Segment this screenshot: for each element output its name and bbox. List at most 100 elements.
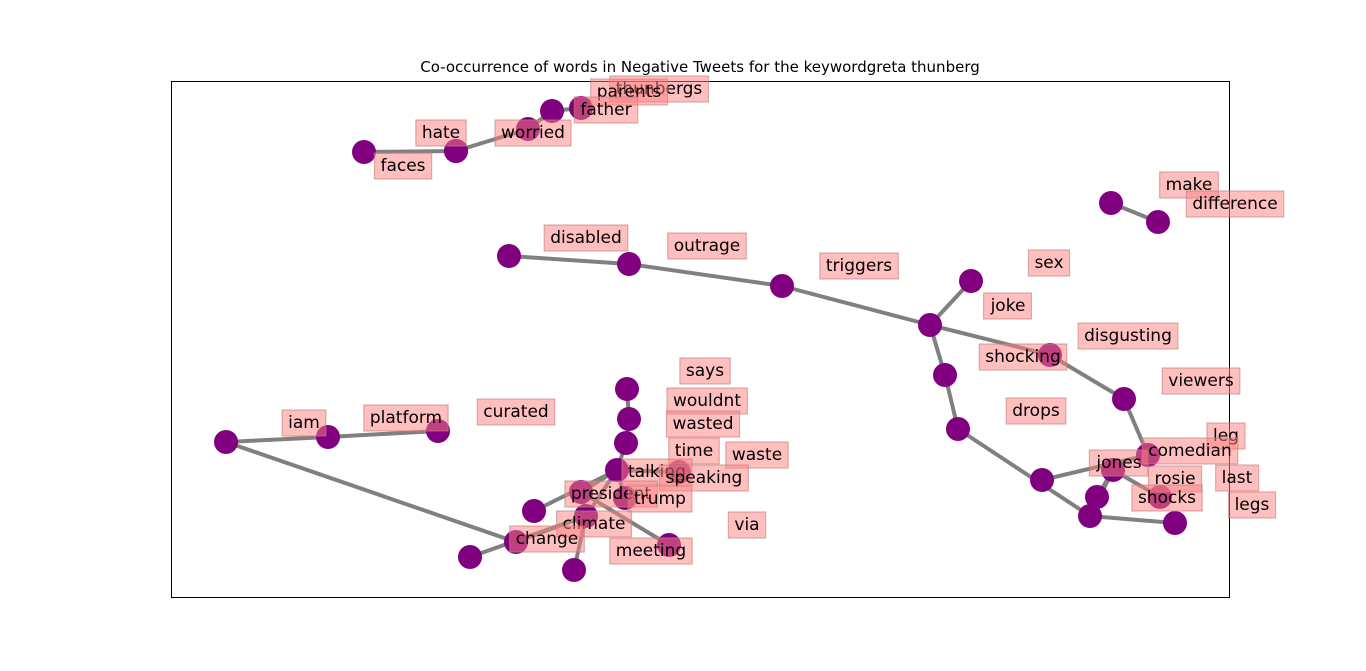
node-wouldnt bbox=[617, 407, 641, 431]
label-text-difference: difference bbox=[1192, 194, 1277, 214]
label-text-faces: faces bbox=[380, 156, 425, 176]
label-text-make: make bbox=[1166, 175, 1213, 195]
edge-triggers-joke bbox=[780, 284, 932, 327]
label-text-last: last bbox=[1222, 468, 1253, 488]
node-parents bbox=[540, 99, 564, 123]
label-text-joke: joke bbox=[990, 296, 1026, 316]
label-text-wouldnt: wouldnt bbox=[673, 391, 741, 411]
label-disabled: disabled bbox=[543, 224, 629, 252]
label-via: via bbox=[727, 511, 767, 539]
edges-layer bbox=[224, 106, 1177, 572]
label-box-worried bbox=[494, 119, 572, 147]
label-text-shocks: shocks bbox=[1138, 488, 1196, 508]
node-difference bbox=[1146, 210, 1170, 234]
label-jones: jones bbox=[1088, 449, 1149, 477]
labels-layer: thunbergsparentsfatherhateworriedfacesma… bbox=[281, 75, 1285, 565]
edge-rosie-last bbox=[1088, 514, 1177, 525]
edge-change-curated bbox=[224, 440, 518, 544]
label-text-worried: worried bbox=[501, 123, 565, 143]
label-text-time: time bbox=[675, 441, 713, 461]
figure-title: Co-occurrence of words in Negative Tweet… bbox=[420, 58, 980, 76]
node-wasted bbox=[614, 431, 638, 455]
label-father: father bbox=[573, 96, 639, 124]
label-worried: worried bbox=[494, 119, 572, 147]
node-disgusting bbox=[1112, 387, 1136, 411]
label-text-rosie: rosie bbox=[1154, 469, 1195, 489]
node-says bbox=[615, 377, 639, 401]
label-trump: trump bbox=[627, 485, 693, 513]
label-text-father: father bbox=[580, 100, 631, 120]
label-text-says: says bbox=[686, 361, 724, 381]
label-box-joke bbox=[982, 292, 1033, 320]
label-box-says bbox=[679, 357, 731, 385]
label-joke: joke bbox=[982, 292, 1033, 320]
node-make bbox=[1099, 191, 1123, 215]
label-text-trump: trump bbox=[634, 489, 686, 509]
node-rosie bbox=[1078, 504, 1102, 528]
label-text-curated: curated bbox=[483, 402, 548, 422]
label-box-iam bbox=[281, 409, 327, 437]
label-triggers: triggers bbox=[819, 252, 899, 280]
label-box-jones bbox=[1088, 449, 1149, 477]
label-box-waste bbox=[725, 441, 789, 469]
label-change: change bbox=[509, 525, 585, 553]
label-box-last bbox=[1215, 464, 1260, 492]
label-iam: iam bbox=[281, 409, 327, 437]
label-waste: waste bbox=[725, 441, 789, 469]
label-text-disabled: disabled bbox=[550, 228, 622, 248]
edge-leg-rosie bbox=[956, 427, 1092, 518]
node-triggers bbox=[770, 274, 794, 298]
node-drops bbox=[933, 363, 957, 387]
label-box-legs bbox=[1227, 491, 1277, 519]
label-disgusting: disgusting bbox=[1077, 322, 1179, 350]
label-box-sex bbox=[1027, 249, 1071, 277]
node-leg bbox=[946, 417, 970, 441]
label-platform: platform bbox=[363, 404, 449, 432]
label-box-difference bbox=[1185, 190, 1285, 218]
label-box-hate bbox=[415, 119, 467, 147]
label-text-legs: legs bbox=[1235, 495, 1270, 515]
node-via bbox=[562, 558, 586, 582]
node-disabled bbox=[497, 244, 521, 268]
label-box-trump bbox=[627, 485, 693, 513]
label-wouldnt: wouldnt bbox=[666, 387, 748, 415]
label-text-hate: hate bbox=[422, 123, 460, 143]
label-box-via bbox=[727, 511, 767, 539]
label-box-platform bbox=[363, 404, 449, 432]
label-box-drops bbox=[1005, 397, 1067, 425]
label-box-change bbox=[509, 525, 585, 553]
label-text-jones: jones bbox=[1095, 453, 1141, 473]
label-box-curated bbox=[476, 398, 556, 426]
label-text-triggers: triggers bbox=[826, 256, 892, 276]
label-text-comedian: comedian bbox=[1148, 441, 1231, 461]
label-wasted: wasted bbox=[665, 410, 741, 438]
label-shocks: shocks bbox=[1131, 484, 1203, 512]
node-comedian bbox=[1030, 468, 1054, 492]
label-text-change: change bbox=[516, 529, 579, 549]
label-box-outrage bbox=[667, 232, 747, 260]
node-sex bbox=[959, 269, 983, 293]
node-jones bbox=[1085, 485, 1109, 509]
node-outrage bbox=[617, 252, 641, 276]
label-text-iam: iam bbox=[288, 413, 320, 433]
edge-iam-curated bbox=[224, 435, 330, 444]
label-box-wouldnt bbox=[666, 387, 748, 415]
label-time: time bbox=[668, 437, 720, 465]
label-text-speaking: speaking bbox=[666, 468, 743, 488]
label-text-disgusting: disgusting bbox=[1084, 326, 1172, 346]
label-curated: curated bbox=[476, 398, 556, 426]
label-comedian: comedian bbox=[1141, 437, 1239, 465]
edge-iam-platform bbox=[326, 429, 440, 439]
label-text-waste: waste bbox=[732, 445, 782, 465]
label-text-drops: drops bbox=[1012, 401, 1060, 421]
label-meeting: meeting bbox=[609, 537, 693, 565]
label-shocking: shocking bbox=[978, 343, 1068, 371]
label-box-triggers bbox=[819, 252, 899, 280]
label-box-viewers bbox=[1161, 367, 1241, 395]
nodes-layer bbox=[214, 96, 1187, 582]
label-text-via: via bbox=[734, 515, 759, 535]
node-meeting bbox=[458, 545, 482, 569]
label-box-father bbox=[573, 96, 639, 124]
label-text-meeting: meeting bbox=[616, 541, 686, 561]
